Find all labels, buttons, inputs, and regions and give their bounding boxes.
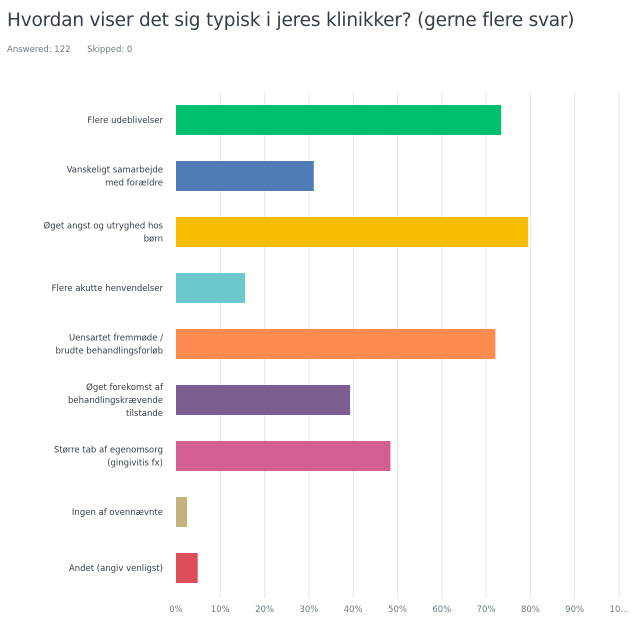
question-title: Hvordan viser det sig typisk i jeres kli… xyxy=(7,10,575,31)
category-label: Flere akutte henvendelser xyxy=(52,284,164,294)
category-label: med forældre xyxy=(105,179,163,189)
category-label: tilstande xyxy=(126,409,163,419)
category-label: Øget forekomst af xyxy=(86,382,164,393)
category-label: Ingen af ovennævnte xyxy=(72,508,163,518)
response-summary: Answered: 122 Skipped: 0 xyxy=(7,45,146,55)
bar xyxy=(176,329,496,359)
skipped-count: Skipped: 0 xyxy=(87,45,133,55)
category-label: (gingivitis fx) xyxy=(107,459,163,469)
bar xyxy=(176,441,391,471)
bar xyxy=(176,105,502,135)
bar xyxy=(176,217,529,247)
category-label: Andet (angiv venligst) xyxy=(69,564,163,574)
bar xyxy=(176,385,351,415)
bar xyxy=(176,553,198,583)
category-label: Vanskeligt samarbejde xyxy=(67,166,163,176)
bar xyxy=(176,273,246,303)
category-label: Større tab af egenomsorg xyxy=(54,446,163,456)
category-label: Uensartet fremmøde / xyxy=(69,334,163,344)
x-tick-label: 10% xyxy=(211,605,230,615)
x-tick-label: 80% xyxy=(521,605,540,615)
x-tick-label: 20% xyxy=(255,605,274,615)
x-tick-label: 70% xyxy=(477,605,496,615)
x-tick-label: 0% xyxy=(169,605,183,615)
x-tick-label: 30% xyxy=(299,605,318,615)
x-tick-label: 50% xyxy=(388,605,407,615)
category-label: Flere udeblivelser xyxy=(87,116,163,126)
x-tick-label: 90% xyxy=(565,605,584,615)
bar xyxy=(176,497,188,527)
category-label: behandlingskrævende xyxy=(68,396,163,406)
x-tick-label: 10... xyxy=(610,605,629,615)
x-tick-label: 40% xyxy=(344,605,363,615)
category-label: børn xyxy=(144,235,163,245)
category-label: brudte behandlingsforløb xyxy=(55,347,163,357)
bar xyxy=(176,161,314,191)
answered-count: Answered: 122 xyxy=(7,45,71,55)
x-tick-label: 60% xyxy=(432,605,451,615)
category-label: Øget angst og utryghed hos xyxy=(44,221,164,232)
